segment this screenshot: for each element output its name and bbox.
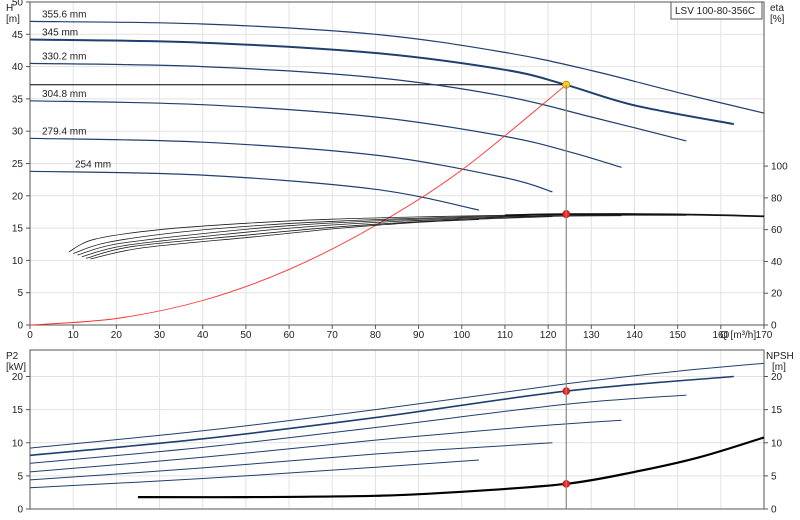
npsh-axis-name: NPSH — [766, 351, 794, 362]
p2-tick-label: 20 — [12, 372, 24, 383]
x-tick-label: 160 — [712, 330, 729, 341]
y-left-tick-label: 20 — [12, 191, 24, 202]
y-left-tick-label: 25 — [12, 159, 24, 170]
npsh-tick-label: 0 — [771, 505, 777, 516]
power-curve — [29, 394, 687, 464]
y-left-tick-label: 0 — [17, 321, 23, 332]
x-tick-label: 100 — [453, 330, 470, 341]
power-curve — [29, 375, 734, 457]
y-left-tick-label: 15 — [12, 224, 24, 235]
bottom-plot-frame — [29, 349, 765, 510]
x-tick-label: 20 — [111, 330, 123, 341]
product-label-box — [670, 1, 763, 20]
top-series — [29, 20, 765, 326]
x-tick-label: 110 — [497, 330, 513, 341]
head-curve-labels: 355.6 mm 345 mm 330.2 mm 304.8 mm 279.4 mm 25… — [42, 9, 111, 170]
x-tick-label: 50 — [240, 330, 252, 341]
x-tick-label: 120 — [540, 330, 557, 341]
x-tick-label: 90 — [413, 330, 425, 341]
efficiency-curve — [86, 216, 553, 259]
x-axis-label: Q [m³/h] — [720, 330, 756, 341]
x-tick-label: 150 — [669, 330, 686, 341]
impeller-diameter-label: 330.2 mm — [42, 51, 86, 62]
head-curve — [29, 20, 765, 114]
x-tick-label: 30 — [154, 330, 166, 341]
top-x-ticks: 0 10 20 30 40 50 60 70 80 90 100 110 120 130 140 150 160… — [27, 325, 773, 341]
npsh-tick-label: 10 — [771, 438, 783, 449]
y-left-unit: [m] — [6, 14, 20, 25]
power-curve — [29, 442, 553, 481]
npsh-tick-label: 5 — [771, 471, 777, 482]
p2-tick-label: 5 — [17, 471, 23, 482]
y-right-tick-label: 60 — [771, 225, 783, 236]
y-left-tick-label: 10 — [12, 256, 24, 267]
efficiency-curve — [81, 215, 622, 258]
impeller-diameter-label: 355.6 mm — [42, 9, 86, 20]
top-y-ticks-right: 0 20 40 60 80 100 — [764, 162, 788, 332]
npsh-axis-unit: [m] — [772, 362, 786, 373]
y-right-name: eta — [770, 3, 784, 14]
p2-axis-unit: [kW] — [6, 362, 26, 373]
impeller-diameter-label: 254 mm — [75, 159, 111, 170]
power-curve — [29, 362, 765, 449]
impeller-diameter-label: 304.8 mm — [42, 89, 86, 100]
top-grid — [29, 1, 765, 326]
y-left-name: H — [6, 3, 13, 14]
y-right-unit: [%] — [770, 14, 785, 25]
head-curve — [29, 62, 687, 142]
head-curve — [29, 100, 622, 168]
bottom-series — [29, 362, 765, 499]
p2-tick-label: 0 — [17, 505, 23, 516]
power-curve — [29, 459, 480, 489]
npsh-tick-label: 15 — [771, 405, 783, 416]
head-curve — [29, 38, 734, 126]
bottom-y-ticks-left: 0 5 10 15 20 — [12, 372, 30, 516]
x-tick-label: 10 — [68, 330, 80, 341]
y-right-tick-label: 40 — [771, 257, 783, 268]
npsh-curve — [137, 436, 765, 499]
bottom-y-ticks-right: 0 5 10 15 20 — [764, 372, 783, 516]
y-right-tick-label: 80 — [771, 193, 783, 204]
y-right-tick-label: 100 — [771, 162, 788, 173]
y-left-tick-label: 50 — [12, 0, 24, 9]
y-left-tick-label: 45 — [12, 30, 24, 41]
impeller-diameter-label: 279.4 mm — [42, 126, 86, 137]
efficiency-curve — [90, 219, 480, 260]
y-left-tick-label: 40 — [12, 62, 24, 73]
p2-axis-name: P2 — [6, 351, 19, 362]
npsh-tick-label: 20 — [771, 372, 783, 383]
x-tick-label: 0 — [27, 330, 33, 341]
head-curve — [29, 170, 480, 211]
x-tick-label: 40 — [197, 330, 209, 341]
y-left-tick-label: 30 — [12, 127, 24, 138]
impeller-diameter-label: 345 mm — [42, 27, 78, 38]
y-left-tick-label: 35 — [12, 94, 24, 105]
y-left-tick-label: 5 — [17, 288, 23, 299]
head-curve — [29, 137, 553, 193]
product-label: LSV 100-80-356C — [675, 6, 755, 17]
y-right-tick-label: 0 — [771, 321, 777, 332]
y-right-tick-label: 20 — [771, 289, 783, 300]
x-tick-label: 70 — [327, 330, 339, 341]
top-y-ticks-left: 0 5 10 15 20 25 30 35 40 45 50 — [12, 0, 30, 332]
efficiency-curve — [77, 214, 687, 256]
system-curve — [29, 84, 567, 326]
p2-tick-label: 15 — [12, 405, 24, 416]
x-tick-label: 60 — [283, 330, 295, 341]
efficiency-curve-main — [504, 213, 765, 218]
p2-tick-label: 10 — [12, 438, 24, 449]
power-curve — [29, 419, 622, 473]
x-tick-label: 140 — [626, 330, 643, 341]
x-tick-label: 130 — [583, 330, 600, 341]
x-tick-label: 80 — [370, 330, 382, 341]
x-tick-label: 170 — [756, 330, 773, 341]
